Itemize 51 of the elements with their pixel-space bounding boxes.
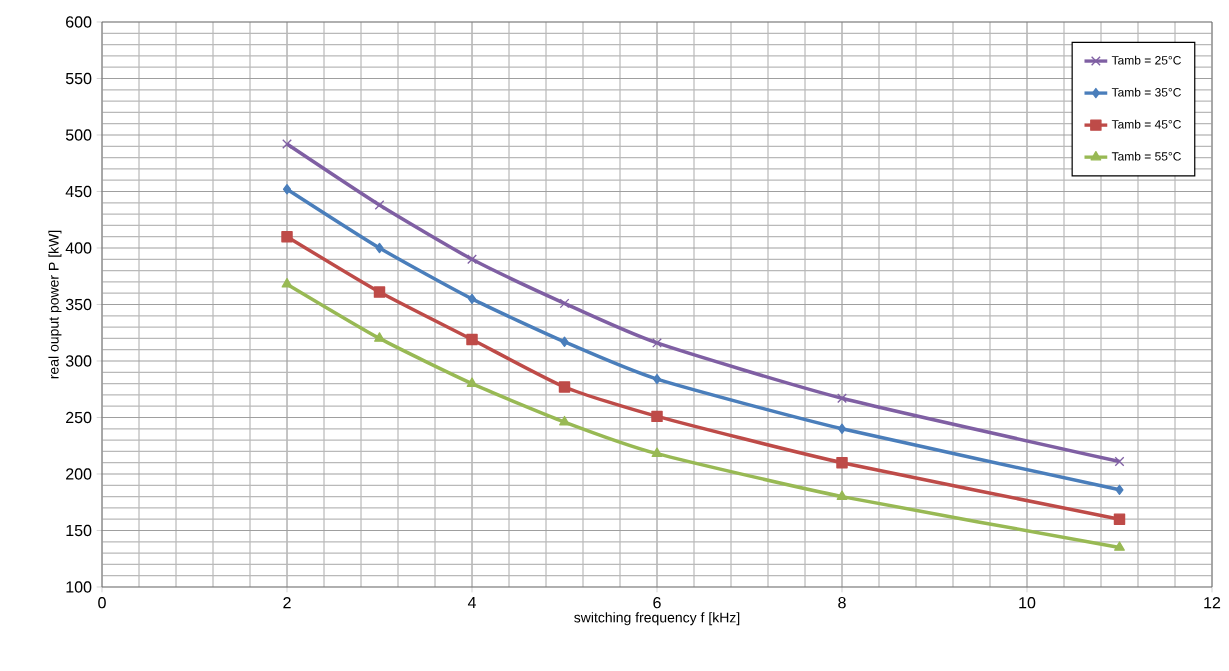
point xyxy=(836,490,848,500)
point xyxy=(1114,541,1125,551)
legend-label: Tamb = 35°C xyxy=(1111,87,1181,97)
point xyxy=(559,298,570,309)
point xyxy=(374,332,385,342)
y-tick-label: 150 xyxy=(66,524,92,537)
y-tick-label: 300 xyxy=(65,355,92,367)
x-tick-label: 10 xyxy=(1019,597,1036,609)
point xyxy=(466,333,478,346)
point xyxy=(373,286,386,298)
point xyxy=(1114,456,1125,467)
point xyxy=(651,447,663,458)
point xyxy=(467,293,477,305)
legend-label: Tamb = 25°C xyxy=(1111,55,1181,65)
legend-label: Tamb = 55°C xyxy=(1111,151,1181,161)
y-tick-label: 400 xyxy=(65,242,92,254)
point xyxy=(281,230,293,243)
x-tick-label: 12 xyxy=(1204,597,1221,609)
y-tick-label: 600 xyxy=(66,16,92,28)
point xyxy=(374,200,385,210)
y-tick-label: 450 xyxy=(65,185,92,198)
y-tick-label: 100 xyxy=(66,581,92,593)
point xyxy=(467,254,477,265)
x-tick-label: 4 xyxy=(467,597,476,609)
x-tick-label: 8 xyxy=(838,597,846,609)
point xyxy=(560,336,569,347)
point xyxy=(837,393,847,404)
point xyxy=(559,415,570,426)
point xyxy=(652,373,662,385)
y-tick-label: 550 xyxy=(65,72,92,85)
x-tick-label: 0 xyxy=(98,597,106,609)
x-axis-title: switching frequency f [kHz] xyxy=(574,612,740,626)
y-axis-title: real ouput power P [kW] xyxy=(48,230,62,379)
point xyxy=(282,184,292,195)
point xyxy=(652,338,662,348)
x-tick-label: 2 xyxy=(283,597,291,609)
point xyxy=(558,381,571,393)
point xyxy=(282,139,292,149)
point xyxy=(836,456,848,469)
point xyxy=(1113,513,1126,525)
y-tick-label: 500 xyxy=(65,129,92,141)
y-tick-label: 350 xyxy=(65,298,92,311)
x-tick-label: 6 xyxy=(653,597,661,609)
y-tick-label: 200 xyxy=(66,468,92,480)
point xyxy=(1115,484,1124,496)
point xyxy=(651,410,663,423)
point xyxy=(837,423,847,434)
legend-label: Tamb = 45°C xyxy=(1111,119,1181,129)
point xyxy=(375,242,384,254)
point xyxy=(281,278,293,288)
y-tick-label: 250 xyxy=(66,411,92,424)
